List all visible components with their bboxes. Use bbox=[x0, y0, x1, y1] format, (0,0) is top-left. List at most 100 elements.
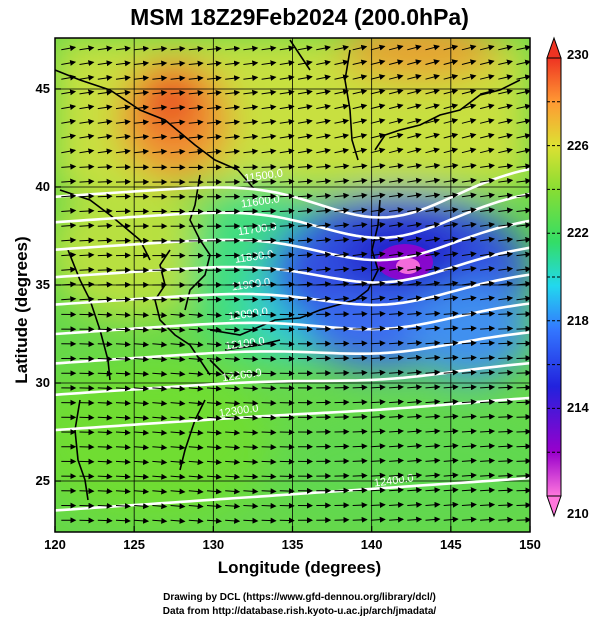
wind-arrow bbox=[297, 237, 313, 244]
wind-arrow bbox=[443, 88, 459, 95]
wind-arrow bbox=[498, 443, 514, 450]
wind-arrow bbox=[170, 459, 186, 466]
wind-arrow bbox=[334, 103, 350, 110]
wind-arrow bbox=[97, 193, 113, 200]
wind-arrow bbox=[225, 517, 241, 524]
wind-arrow bbox=[370, 516, 386, 523]
wind-arrow bbox=[170, 326, 186, 333]
wind-arrow bbox=[115, 488, 131, 495]
wind-arrow bbox=[97, 414, 113, 421]
wind-arrow bbox=[134, 326, 150, 333]
wind-arrow bbox=[279, 148, 295, 155]
wind-arrow bbox=[407, 295, 423, 302]
wind-arrow bbox=[279, 60, 295, 67]
wind-arrow bbox=[370, 501, 386, 508]
wind-arrow bbox=[425, 487, 441, 494]
wind-arrow bbox=[516, 340, 530, 347]
wind-arrow bbox=[261, 488, 277, 495]
wind-arrow bbox=[261, 502, 277, 509]
wind-arrow bbox=[479, 103, 495, 110]
wind-arrow bbox=[243, 60, 259, 67]
wind-arrow bbox=[443, 398, 459, 405]
wind-arrow bbox=[61, 133, 77, 140]
y-tick-label: 35 bbox=[35, 277, 50, 292]
wind-arrow bbox=[134, 104, 150, 111]
wind-arrow bbox=[461, 487, 477, 494]
wind-arrow bbox=[188, 104, 204, 111]
wind-arrow bbox=[188, 370, 204, 377]
wind-arrow bbox=[425, 88, 440, 95]
wind-arrow bbox=[407, 207, 423, 214]
contour-line bbox=[55, 219, 530, 262]
wind-arrow bbox=[352, 443, 368, 450]
wind-arrow bbox=[316, 207, 332, 214]
wind-arrow bbox=[370, 207, 386, 214]
wind-arrow bbox=[188, 517, 204, 524]
wind-arrow bbox=[461, 384, 477, 391]
wind-arrow bbox=[225, 89, 241, 96]
wind-arrow bbox=[225, 370, 241, 377]
wind-arrow bbox=[170, 119, 186, 126]
wind-arrow bbox=[425, 340, 441, 347]
wind-arrow bbox=[206, 341, 222, 348]
wind-arrow bbox=[443, 147, 459, 154]
wind-arrow bbox=[407, 59, 422, 66]
wind-arrow bbox=[443, 280, 459, 287]
wind-arrow bbox=[498, 236, 514, 243]
wind-arrow bbox=[407, 443, 423, 449]
colorbar-tick-label: 230 bbox=[567, 47, 589, 62]
wind-arrow bbox=[443, 457, 459, 464]
wind-arrow bbox=[316, 74, 331, 81]
wind-arrow bbox=[188, 341, 204, 348]
wind-arrow bbox=[389, 177, 404, 184]
wind-arrow bbox=[480, 207, 495, 214]
wind-arrow bbox=[389, 265, 404, 272]
wind-arrow bbox=[79, 178, 95, 185]
wind-arrow bbox=[352, 59, 368, 66]
wind-arrow bbox=[188, 356, 204, 363]
wind-arrow bbox=[188, 488, 204, 495]
wind-arrow bbox=[516, 89, 530, 95]
wind-arrow bbox=[225, 414, 241, 421]
wind-arrow bbox=[443, 163, 459, 169]
wind-arrow bbox=[134, 148, 150, 155]
wind-arrow bbox=[279, 104, 295, 111]
wind-arrow bbox=[352, 207, 368, 214]
wind-arrow bbox=[261, 266, 277, 273]
wind-arrow bbox=[316, 237, 332, 244]
wind-arrow bbox=[370, 325, 386, 332]
wind-arrow bbox=[461, 295, 477, 302]
wind-arrow bbox=[261, 311, 277, 318]
wind-arrow bbox=[61, 118, 77, 125]
wind-arrow bbox=[152, 312, 168, 319]
wind-arrow bbox=[134, 311, 150, 318]
wind-arrow bbox=[516, 133, 530, 140]
wind-arrow bbox=[443, 221, 459, 228]
wind-arrow bbox=[334, 74, 350, 81]
wind-arrow bbox=[79, 60, 95, 67]
wind-arrow bbox=[79, 148, 95, 155]
wind-arrow bbox=[407, 221, 423, 228]
wind-arrow bbox=[425, 428, 441, 435]
wind-arrow bbox=[480, 280, 495, 287]
wind-arrow bbox=[498, 355, 514, 362]
wind-arrow bbox=[152, 517, 168, 524]
wind-arrow bbox=[170, 429, 186, 436]
wind-arrow bbox=[115, 429, 131, 436]
wind-arrow bbox=[480, 516, 496, 523]
wind-arrow bbox=[352, 147, 368, 154]
wind-arrow bbox=[370, 354, 386, 361]
wind-arrow bbox=[352, 251, 368, 258]
wind-arrow bbox=[370, 118, 386, 125]
wind-arrow bbox=[498, 428, 514, 435]
wind-arrow bbox=[206, 385, 222, 392]
wind-arrow bbox=[461, 310, 477, 317]
wind-arrow bbox=[516, 236, 530, 243]
wind-arrow bbox=[425, 192, 441, 199]
wind-arrow bbox=[297, 163, 313, 170]
wind-arrow bbox=[115, 517, 131, 524]
wind-arrow bbox=[480, 295, 495, 302]
wind-arrow bbox=[461, 340, 477, 347]
wind-arrow bbox=[61, 207, 77, 214]
wind-arrow bbox=[297, 59, 313, 66]
